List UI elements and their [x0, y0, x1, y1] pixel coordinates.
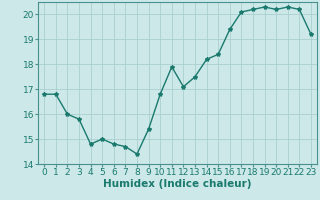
X-axis label: Humidex (Indice chaleur): Humidex (Indice chaleur)	[103, 179, 252, 189]
